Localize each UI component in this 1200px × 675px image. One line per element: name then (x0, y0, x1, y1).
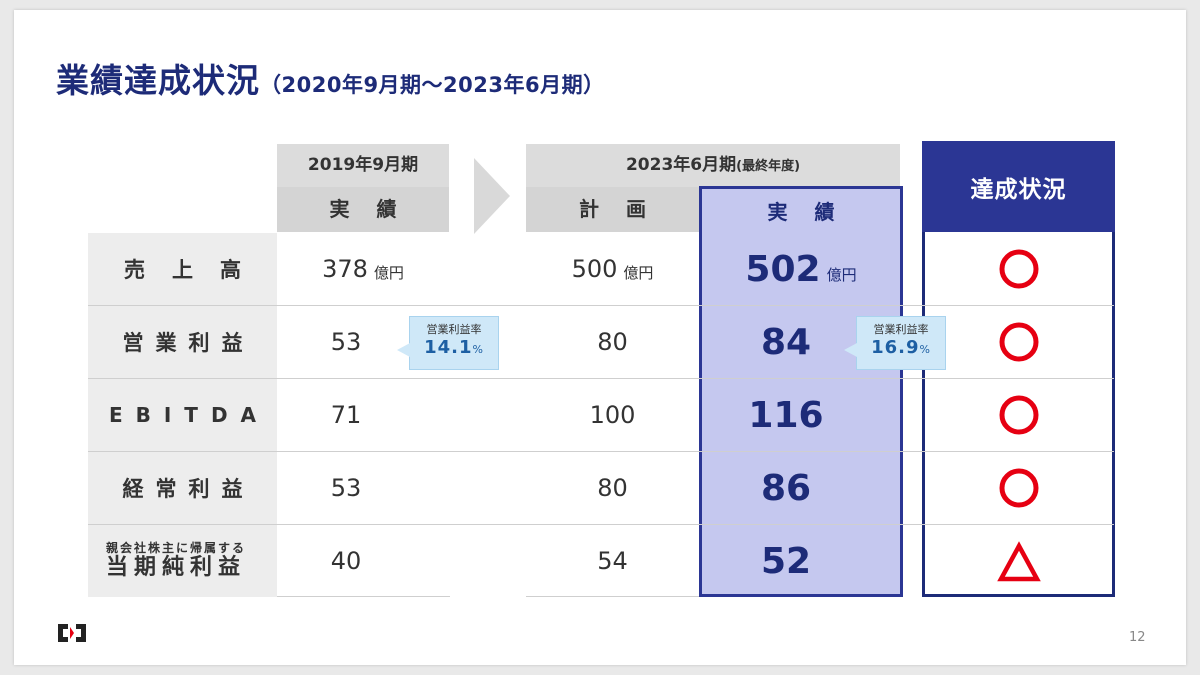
sales-actual-unit: 億円 (826, 265, 857, 284)
row-label-sales: 売上高 (88, 233, 277, 305)
circle-mark-icon (999, 322, 1039, 362)
ebitda-2019: 71 (330, 401, 362, 429)
row-divider (88, 305, 1114, 306)
title-main: 業績達成状況 (56, 61, 260, 100)
operating-income-plan: 80 (597, 328, 628, 356)
operating-income-actual: 84 (760, 321, 812, 363)
row-divider (88, 451, 1114, 452)
callout-2023-pct: % (919, 343, 931, 356)
sales-plan-unit: 億円 (623, 263, 654, 282)
net-income-plan: 54 (597, 547, 628, 575)
header-2023-period-text: 2023年6月期 (625, 155, 737, 175)
operating-margin-callout-2023: 営業利益率 16.9% (844, 316, 946, 370)
sales-plan: 500 億円 (526, 233, 699, 305)
header-2023-note: (最終年度) (736, 159, 801, 174)
circle-mark-icon (999, 395, 1039, 435)
row-label-net-income-main: 当期純利益 (106, 555, 247, 580)
sales-2019: 378 億円 (277, 233, 449, 305)
ordinary-income-2019: 53 (330, 474, 362, 502)
actual-column (699, 187, 903, 597)
header-actual-2023: 実 績 (699, 186, 903, 232)
operating-margin-callout-2019: 営業利益率 14.1% (397, 316, 499, 370)
page-number: 12 (1129, 630, 1146, 645)
row-label-net-income: 親会社株主に帰属する 当期純利益 (88, 525, 277, 597)
row-label-net-income-prefix: 親会社株主に帰属する (106, 541, 247, 555)
slide: 業績達成状況（2020年9月期～2023年6月期） 2019年9月期 実 績 2… (14, 10, 1186, 665)
sales-plan-value: 500 (571, 255, 618, 283)
sales-2019-value: 378 (322, 255, 368, 283)
row-divider (88, 378, 1114, 379)
ordinary-income-actual: 86 (760, 467, 812, 509)
callout-2019-pct: % (472, 343, 484, 356)
header-2019-actual: 実 績 (277, 187, 449, 232)
operating-income-2019: 53 (330, 328, 362, 356)
chevron-right-icon (474, 158, 510, 234)
row-label-ebitda: EBITDA (88, 379, 277, 451)
sales-actual: 502 億円 (702, 233, 900, 305)
row-divider (526, 596, 699, 597)
header-plan: 計 画 (526, 187, 699, 232)
sales-actual-value: 502 (745, 248, 821, 290)
header-status: 達成状況 (922, 141, 1115, 232)
row-label-operating-income: 営業利益 (88, 306, 277, 378)
sales-2019-unit: 億円 (373, 263, 404, 282)
company-logo (58, 624, 86, 642)
callout-2019-label: 営業利益率 (426, 323, 482, 336)
header-2019-period: 2019年9月期 (277, 144, 449, 187)
ebitda-plan: 100 (589, 401, 636, 429)
row-divider (88, 524, 1114, 525)
header-2023-period: 2023年6月期(最終年度) (526, 144, 900, 187)
page-title: 業績達成状況（2020年9月期～2023年6月期） (56, 54, 605, 102)
triangle-mark-icon (997, 541, 1041, 582)
callout-2023-value: 16.9 (871, 337, 920, 358)
ordinary-income-plan: 80 (597, 474, 628, 502)
title-subtitle: （2020年9月期～2023年6月期） (260, 73, 605, 97)
net-income-actual: 52 (760, 540, 812, 582)
circle-mark-icon (999, 468, 1039, 508)
callout-2019-value: 14.1 (424, 337, 473, 358)
circle-mark-icon (999, 249, 1039, 289)
net-income-2019: 40 (330, 547, 362, 575)
ebitda-actual: 116 (748, 394, 824, 436)
callout-2023-label: 営業利益率 (873, 323, 929, 336)
row-label-ordinary-income: 経常利益 (88, 452, 277, 524)
